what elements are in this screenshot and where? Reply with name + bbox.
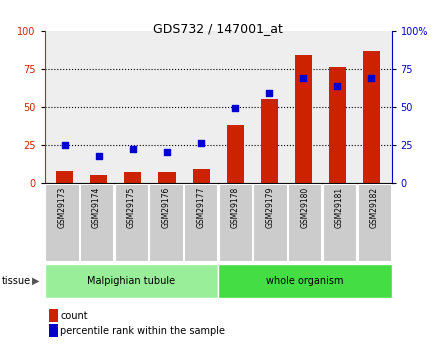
Point xyxy=(129,147,137,152)
Text: count: count xyxy=(60,311,88,321)
Bar xyxy=(80,184,113,262)
Text: GSM29175: GSM29175 xyxy=(127,187,136,228)
Text: ▶: ▶ xyxy=(32,276,40,286)
Bar xyxy=(288,184,321,262)
Text: tissue: tissue xyxy=(2,276,31,286)
Bar xyxy=(45,184,78,262)
Text: GSM29173: GSM29173 xyxy=(57,187,66,228)
Bar xyxy=(150,184,182,262)
Text: GSM29176: GSM29176 xyxy=(162,187,170,228)
Bar xyxy=(227,125,243,183)
Bar xyxy=(254,184,287,262)
Text: GSM29174: GSM29174 xyxy=(92,187,101,228)
Bar xyxy=(218,264,392,298)
Text: whole organism: whole organism xyxy=(266,276,344,286)
Text: GSM29181: GSM29181 xyxy=(335,187,344,228)
Point xyxy=(266,90,273,96)
Bar xyxy=(193,169,210,183)
Bar xyxy=(49,309,58,322)
Point xyxy=(198,141,205,146)
Point xyxy=(231,106,239,111)
Bar xyxy=(184,184,217,262)
Point xyxy=(163,150,170,155)
Text: GSM29182: GSM29182 xyxy=(370,187,379,228)
Bar xyxy=(295,55,312,183)
Bar xyxy=(219,184,252,262)
Bar xyxy=(115,184,148,262)
Bar xyxy=(261,99,278,183)
Point xyxy=(61,142,69,148)
Text: GSM29180: GSM29180 xyxy=(300,187,309,228)
Bar xyxy=(329,68,346,183)
Point xyxy=(299,75,307,81)
Bar xyxy=(358,184,391,262)
Text: GSM29178: GSM29178 xyxy=(231,187,240,228)
Bar xyxy=(90,175,107,183)
Text: percentile rank within the sample: percentile rank within the sample xyxy=(60,326,225,335)
Bar xyxy=(49,324,58,337)
Bar xyxy=(363,51,380,183)
Text: Malpighian tubule: Malpighian tubule xyxy=(87,276,175,286)
Bar xyxy=(323,184,356,262)
Point xyxy=(334,83,341,88)
Point xyxy=(368,75,375,81)
Bar xyxy=(158,172,175,183)
Bar xyxy=(125,172,142,183)
Text: GDS732 / 147001_at: GDS732 / 147001_at xyxy=(153,22,283,36)
Bar xyxy=(57,171,73,183)
Text: GSM29179: GSM29179 xyxy=(266,187,275,228)
Point xyxy=(95,153,102,158)
Text: GSM29177: GSM29177 xyxy=(196,187,205,228)
Bar xyxy=(44,264,218,298)
